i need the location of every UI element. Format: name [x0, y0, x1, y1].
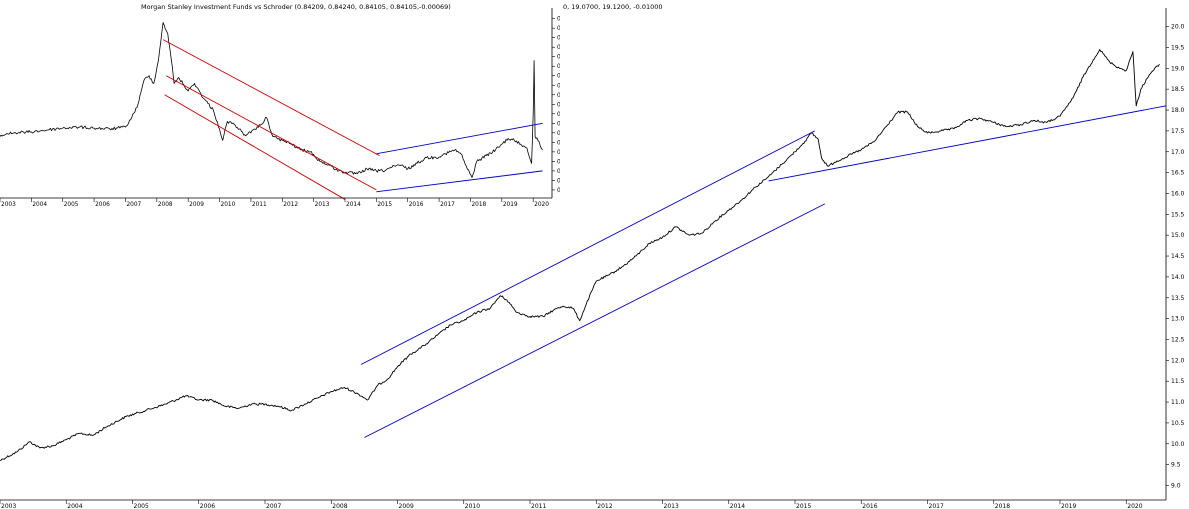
- chart-1-x-tick-label-9: 2012: [283, 202, 298, 208]
- chart-0-y-tick-label-4: 11.0: [1171, 399, 1185, 406]
- chart-1-y-tick-label-7: 0.855: [557, 121, 560, 127]
- chart-1-x-tick-label-10: 2013: [315, 202, 330, 208]
- chart-1-y-tick-label-13: 0.885: [557, 64, 560, 70]
- chart-0-y-tick-label-7: 12.5: [1171, 336, 1185, 343]
- chart-0-y-tick-label-19: 18.5: [1171, 86, 1185, 93]
- chart-0-x-tick-label-0: 2003: [1, 503, 16, 509]
- chart-0-y-tick-label-22: 20.0: [1171, 24, 1185, 31]
- chart-0-y-tick-label-9: 13.5: [1171, 295, 1185, 302]
- chart-1-y-tick-label-3: 0.835: [557, 159, 560, 165]
- chart-1-y-tick-label-18: 0.910: [557, 17, 560, 23]
- chart-1-y-tick-label-16: 0.900: [557, 36, 560, 42]
- chart-0-y-tick-label-6: 12.0: [1171, 357, 1185, 364]
- chart-0-y-tick-label-13: 15.5: [1171, 211, 1185, 218]
- chart-0-y-tick-label-17: 17.5: [1171, 128, 1185, 135]
- chart-1-trendline-0: [162, 39, 380, 157]
- chart-0-x-tick-label-17: 2020: [1127, 503, 1142, 509]
- chart-0-series-0-line: [0, 49, 1160, 461]
- chart-1-x-tick-label-4: 2007: [126, 202, 141, 208]
- chart-0-x-tick-label-1: 2004: [67, 503, 82, 509]
- chart-1-x-tick-label-5: 2008: [158, 202, 173, 208]
- chart-1-x-tick-label-0: 2003: [1, 202, 16, 208]
- chart-1-x-tick-label-6: 2009: [189, 202, 204, 208]
- chart-0-y-tick-label-18: 18.0: [1171, 107, 1185, 114]
- chart-1-y-tick-label-9: 0.865: [557, 102, 560, 108]
- chart-1-trendline-1: [166, 75, 377, 191]
- chart-0-x-tick-label-10: 2013: [664, 503, 679, 509]
- chart-1-x-tick-label-12: 2015: [377, 202, 392, 208]
- chart-0-y-tick-label-20: 19.0: [1171, 65, 1185, 72]
- chart-1-y-tick-label-0: 0.820: [557, 188, 560, 194]
- chart-1-y-tick-label-6: 0.850: [557, 131, 560, 137]
- chart-1-x-tick-label-13: 2016: [409, 202, 424, 208]
- chart-1-y-tick-label-2: 0.830: [557, 169, 560, 175]
- chart-0-y-tick-label-1: 9.5: [1171, 462, 1181, 469]
- inset-chart: 0.820 0.825 0.830 0.835 0.840 0.845 0.850 0.855…: [0, 0, 560, 208]
- chart-1-y-tick-label-17: 0.905: [557, 26, 560, 32]
- chart-1-y-tick-label-5: 0.845: [557, 140, 560, 146]
- chart-1-x-tick-label-16: 2019: [503, 202, 518, 208]
- chart-0-y-tick-label-15: 16.5: [1171, 170, 1185, 177]
- chart-1-y-tick-label-12: 0.880: [557, 74, 560, 80]
- chart-0-y-tick-label-14: 16.0: [1171, 190, 1185, 197]
- chart-0-trendline-2: [768, 105, 1167, 182]
- chart-1-x-tick-label-15: 2018: [471, 202, 486, 208]
- chart-0-x-tick-label-13: 2016: [862, 503, 877, 509]
- chart-1-x-tick-label-7: 2010: [221, 202, 236, 208]
- chart-1-y-tick-label-8: 0.860: [557, 112, 560, 118]
- chart-0-trendline-0: [360, 130, 816, 365]
- chart-0-x-tick-label-3: 2006: [200, 503, 215, 509]
- inset-title: Morgan Stanley Investment Funds vs Schro…: [141, 3, 451, 11]
- chart-1-y-tick-label-14: 0.890: [557, 55, 560, 61]
- chart-1-x-tick-label-8: 2011: [252, 202, 267, 208]
- chart-0-y-tick-label-10: 14.0: [1171, 274, 1185, 281]
- main-readout: 0, 19.0700, 19.1200, -0.01000: [563, 3, 663, 11]
- chart-1-trendline-2: [164, 94, 346, 200]
- chart-0-x-tick-label-5: 2008: [332, 503, 347, 509]
- chart-1-y-tick-label-4: 0.840: [557, 150, 560, 156]
- chart-0-x-tick-label-2: 2005: [134, 503, 149, 509]
- inset-background: [0, 0, 560, 208]
- chart-0-x-tick-label-16: 2019: [1061, 503, 1076, 509]
- chart-0-y-tick-label-21: 19.5: [1171, 44, 1185, 51]
- chart-0-x-tick-label-14: 2017: [929, 503, 944, 509]
- chart-1-y-tick-label-15: 0.895: [557, 45, 560, 51]
- chart-0-x-tick-label-4: 2007: [266, 503, 281, 509]
- chart-1-series-0-line: [0, 22, 543, 178]
- chart-1-y-tick-label-10: 0.870: [557, 93, 560, 99]
- chart-1-x-tick-label-11: 2014: [346, 202, 361, 208]
- chart-0-x-tick-label-11: 2014: [730, 503, 745, 509]
- chart-0-trendline-1: [364, 203, 826, 438]
- chart-1-x-tick-label-3: 2006: [95, 202, 110, 208]
- chart-1-y-tick-label-11: 0.875: [557, 83, 560, 89]
- chart-1-x-tick-label-14: 2017: [440, 202, 455, 208]
- chart-0-x-tick-label-7: 2010: [465, 503, 480, 509]
- chart-0-y-tick-label-12: 15.0: [1171, 232, 1185, 239]
- chart-0-y-tick-label-8: 13.0: [1171, 316, 1185, 323]
- chart-0-y-tick-label-16: 17.0: [1171, 149, 1185, 156]
- chart-0-x-tick-label-8: 2011: [531, 503, 546, 509]
- chart-0-y-tick-label-11: 14.5: [1171, 253, 1185, 260]
- chart-1-trendline-3: [376, 122, 543, 155]
- chart-0-x-tick-label-15: 2018: [995, 503, 1010, 509]
- chart-1-x-tick-label-2: 2005: [64, 202, 79, 208]
- chart-0-y-tick-label-3: 10.5: [1171, 420, 1185, 427]
- chart-1-x-tick-label-17: 2020: [534, 202, 549, 208]
- chart-0-y-tick-label-5: 11.5: [1171, 378, 1185, 385]
- chart-1-y-tick-label-1: 0.825: [557, 178, 560, 184]
- chart-0-y-tick-label-0: 9.0: [1171, 482, 1181, 489]
- chart-1-trendline-4: [376, 170, 543, 193]
- chart-0-x-tick-label-12: 2015: [796, 503, 811, 509]
- chart-1-x-tick-label-1: 2004: [32, 202, 47, 208]
- chart-0-x-tick-label-9: 2012: [597, 503, 612, 509]
- chart-0-y-tick-label-2: 10.0: [1171, 441, 1185, 448]
- chart-0-x-tick-label-6: 2009: [399, 503, 414, 509]
